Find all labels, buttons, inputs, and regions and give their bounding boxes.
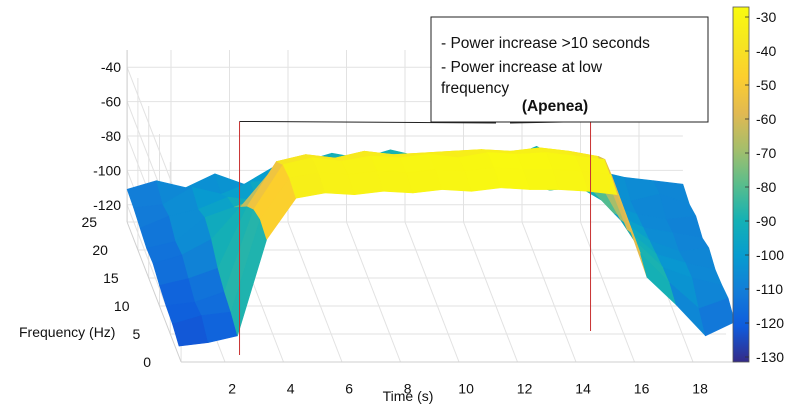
z-tick-label: -120 <box>93 197 121 213</box>
y-axis-label: Frequency (Hz) <box>19 324 115 340</box>
z-tick-labels: -120 -100 -80 -60 -40 <box>93 59 121 213</box>
x-tick-label: 6 <box>345 381 353 397</box>
colorbar-tick-label: -130 <box>756 349 784 365</box>
x-tick-label: 18 <box>692 381 708 397</box>
annotation-box: - Power increase >10 seconds - Power inc… <box>430 16 709 123</box>
colorbar-tick-label: -120 <box>756 315 784 331</box>
z-tick-label: -80 <box>101 128 121 144</box>
y-tick-label: 20 <box>92 242 108 258</box>
x-tick-label: 4 <box>287 381 295 397</box>
annotation-frame <box>430 16 709 123</box>
z-tick-label: -100 <box>93 162 121 178</box>
x-tick-label: 2 <box>228 381 236 397</box>
colorbar: -30 -40 -50 -60 -70 -80 -90 -100 -110 -120 -130 <box>732 6 784 365</box>
colorbar-tick-label: -50 <box>756 77 776 93</box>
colorbar-tick-label: -60 <box>756 111 776 127</box>
colorbar-ramp <box>732 6 750 363</box>
x-tick-labels: 2 4 6 8 10 12 14 16 18 <box>228 381 708 397</box>
annotation-line-1: - Power increase >10 seconds <box>441 35 650 52</box>
x-tick-label: 8 <box>404 381 412 397</box>
surface-layer <box>126 146 736 347</box>
colorbar-tick-label: -80 <box>756 179 776 195</box>
colorbar-tick-label: -90 <box>756 213 776 229</box>
annotation-line-2: - Power increase at low <box>441 59 603 76</box>
colorbar-tick-label: -70 <box>756 145 776 161</box>
colorbar-tick-label: -30 <box>756 9 776 25</box>
x-axis-label: Time (s) <box>383 388 434 404</box>
y-tick-label: 10 <box>114 298 130 314</box>
x-tick-label: 10 <box>458 381 474 397</box>
colorbar-tick-label: -40 <box>756 43 776 59</box>
annotation-line-3: frequency <box>441 80 509 97</box>
colorbar-tick-label: -110 <box>756 281 783 297</box>
y-tick-label: 0 <box>143 354 151 370</box>
x-tick-label: 14 <box>575 381 591 397</box>
y-tick-label: 5 <box>133 326 141 342</box>
y-tick-label: 25 <box>82 214 98 230</box>
annotation-connector-left <box>239 120 497 124</box>
colorbar-tick-label: -100 <box>756 247 784 263</box>
colorbar-tick-labels: -30 -40 -50 -60 -70 -80 -90 -100 -110 -120 -130 <box>745 9 784 365</box>
x-tick-label: 12 <box>517 381 533 397</box>
y-tick-label: 15 <box>103 270 119 286</box>
x-tick-label: 16 <box>634 381 650 397</box>
z-tick-label: -40 <box>101 59 121 75</box>
annotation-title: (Apenea) <box>522 98 588 115</box>
z-tick-label: -60 <box>101 94 121 110</box>
